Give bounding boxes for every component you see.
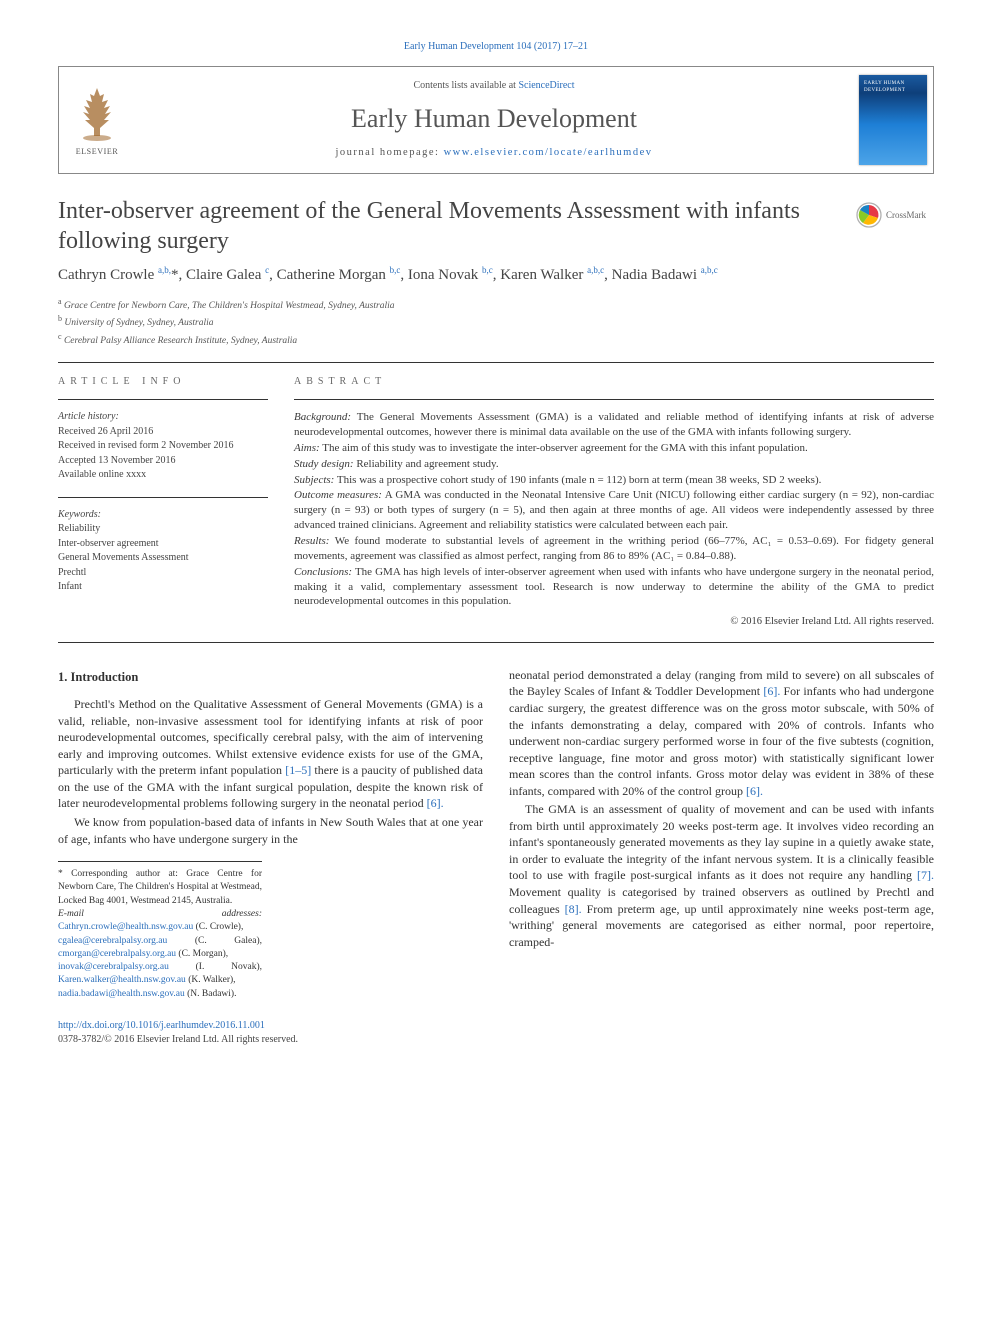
abstract-divider — [294, 399, 934, 400]
contents-prefix: Contents lists available at — [413, 80, 518, 91]
citation-link[interactable]: [6]. — [763, 684, 780, 698]
email-link[interactable]: cgalea@cerebralpalsy.org.au — [58, 936, 167, 946]
email-who: (K. Walker), — [186, 975, 236, 985]
email-link[interactable]: nadia.badawi@health.nsw.gov.au — [58, 989, 185, 999]
keyword: Infant — [58, 580, 268, 595]
email-link[interactable]: cmorgan@cerebralpalsy.org.au — [58, 949, 176, 959]
keywords-block: Keywords: Reliability Inter-observer agr… — [58, 508, 268, 595]
homepage-line: journal homepage: www.elsevier.com/locat… — [135, 146, 853, 161]
email-who: (I. Novak), — [169, 962, 262, 972]
history-label: Article history: — [58, 410, 268, 425]
crossmark-icon — [856, 202, 882, 228]
doi-link[interactable]: http://dx.doi.org/10.1016/j.earlhumdev.2… — [58, 1020, 265, 1031]
abstract-heading: abstract — [294, 375, 934, 389]
journal-homepage-link[interactable]: www.elsevier.com/locate/earlhumdev — [444, 147, 653, 158]
abs-label: Background: — [294, 411, 351, 423]
affiliation-a: a Grace Centre for Newborn Care, The Chi… — [58, 296, 934, 313]
citation-header: Early Human Development 104 (2017) 17–21 — [58, 40, 934, 54]
article-info-heading: article info — [58, 375, 268, 389]
article-title: Inter-observer agreement of the General … — [58, 196, 844, 256]
paragraph: Prechtl's Method on the Qualitative Asse… — [58, 696, 483, 812]
abs-label: Conclusions: — [294, 566, 352, 578]
abs-label: Subjects: — [294, 474, 334, 486]
paragraph: The GMA is an assessment of quality of m… — [509, 801, 934, 950]
keyword: General Movements Assessment — [58, 551, 268, 566]
journal-cover-thumb: EARLY HUMANDEVELOPMENT — [853, 67, 933, 173]
history-item: Received in revised form 2 November 2016 — [58, 439, 268, 454]
email-link[interactable]: inovak@cerebralpalsy.org.au — [58, 962, 169, 972]
corresponding-author: * Corresponding author at: Grace Centre … — [58, 868, 262, 908]
abs-text: Reliability and agreement study. — [356, 458, 498, 470]
citation-link[interactable]: [6]. — [427, 796, 444, 810]
issn-copyright: 0378-3782/© 2016 Elsevier Ireland Ltd. A… — [58, 1034, 298, 1045]
rule-top — [58, 362, 934, 363]
keywords-label: Keywords: — [58, 508, 268, 523]
citation-link[interactable]: [7]. — [917, 868, 934, 882]
citation-link[interactable]: [6]. — [746, 784, 763, 798]
abs-label: Aims: — [294, 442, 320, 454]
email-who: (C. Galea), — [167, 936, 262, 946]
email-who: (C. Crowle), — [193, 922, 243, 932]
keyword: Reliability — [58, 522, 268, 537]
history-item: Received 26 April 2016 — [58, 425, 268, 440]
email-link[interactable]: Karen.walker@health.nsw.gov.au — [58, 975, 186, 985]
abs-text: A GMA was conducted in the Neonatal Inte… — [294, 489, 934, 531]
abstract-body: Background: The General Movements Assess… — [294, 410, 934, 630]
article-history: Article history: Received 26 April 2016 … — [58, 410, 268, 483]
section-heading: 1. Introduction — [58, 669, 483, 686]
abs-text: We found moderate to substantial levels … — [294, 535, 934, 562]
abs-text: The General Movements Assessment (GMA) i… — [294, 411, 934, 438]
article-info-column: article info Article history: Received 2… — [58, 375, 268, 630]
email-label: E-mail addresses: — [58, 909, 262, 919]
citation-link[interactable]: [8]. — [565, 902, 582, 916]
elsevier-logo: ELSEVIER — [59, 67, 135, 173]
crossmark-label: CrossMark — [886, 209, 926, 222]
abstract-copyright: © 2016 Elsevier Ireland Ltd. All rights … — [294, 615, 934, 630]
rule-bottom — [58, 642, 934, 643]
body-text: 1. Introduction Prechtl's Method on the … — [58, 667, 934, 1001]
info-divider-1 — [58, 399, 268, 400]
keyword: Inter-observer agreement — [58, 537, 268, 552]
abs-label: Study design: — [294, 458, 354, 470]
abs-text: This was a prospective cohort study of 1… — [337, 474, 821, 486]
tree-icon — [70, 82, 124, 144]
affiliation-c: c Cerebral Palsy Alliance Research Insti… — [58, 331, 934, 348]
paragraph: neonatal period demonstrated a delay (ra… — [509, 667, 934, 799]
email-link[interactable]: Cathryn.crowle@health.nsw.gov.au — [58, 922, 193, 932]
history-item: Accepted 13 November 2016 — [58, 454, 268, 469]
sciencedirect-link[interactable]: ScienceDirect — [518, 80, 574, 91]
affiliation-b: b University of Sydney, Sydney, Australi… — [58, 313, 934, 330]
email-who: (C. Morgan), — [176, 949, 228, 959]
crossmark-badge[interactable]: CrossMark — [856, 202, 934, 228]
info-divider-2 — [58, 497, 268, 498]
publisher-name: ELSEVIER — [76, 146, 119, 157]
email-who: (N. Badawi). — [185, 989, 237, 999]
journal-header: ELSEVIER Contents lists available at Sci… — [58, 66, 934, 174]
email-addresses: E-mail addresses: Cathryn.crowle@health.… — [58, 908, 262, 1001]
homepage-prefix: journal homepage: — [336, 147, 444, 158]
footnotes: * Corresponding author at: Grace Centre … — [58, 861, 262, 1001]
keyword: Prechtl — [58, 566, 268, 581]
history-item: Available online xxxx — [58, 468, 268, 483]
page-footer: http://dx.doi.org/10.1016/j.earlhumdev.2… — [58, 1019, 934, 1047]
journal-name: Early Human Development — [135, 101, 853, 137]
authors: Cathryn Crowle a,b,*, Claire Galea c, Ca… — [58, 264, 934, 286]
citation-link[interactable]: [1–5] — [285, 763, 311, 777]
abs-text: The GMA has high levels of inter-observe… — [294, 566, 934, 608]
affiliations: a Grace Centre for Newborn Care, The Chi… — [58, 296, 934, 348]
abs-text: The aim of this study was to investigate… — [322, 442, 808, 454]
contents-line: Contents lists available at ScienceDirec… — [135, 79, 853, 93]
paragraph: We know from population-based data of in… — [58, 814, 483, 847]
abs-label: Outcome measures: — [294, 489, 382, 501]
abstract-column: abstract Background: The General Movemen… — [294, 375, 934, 630]
abs-label: Results: — [294, 535, 329, 547]
